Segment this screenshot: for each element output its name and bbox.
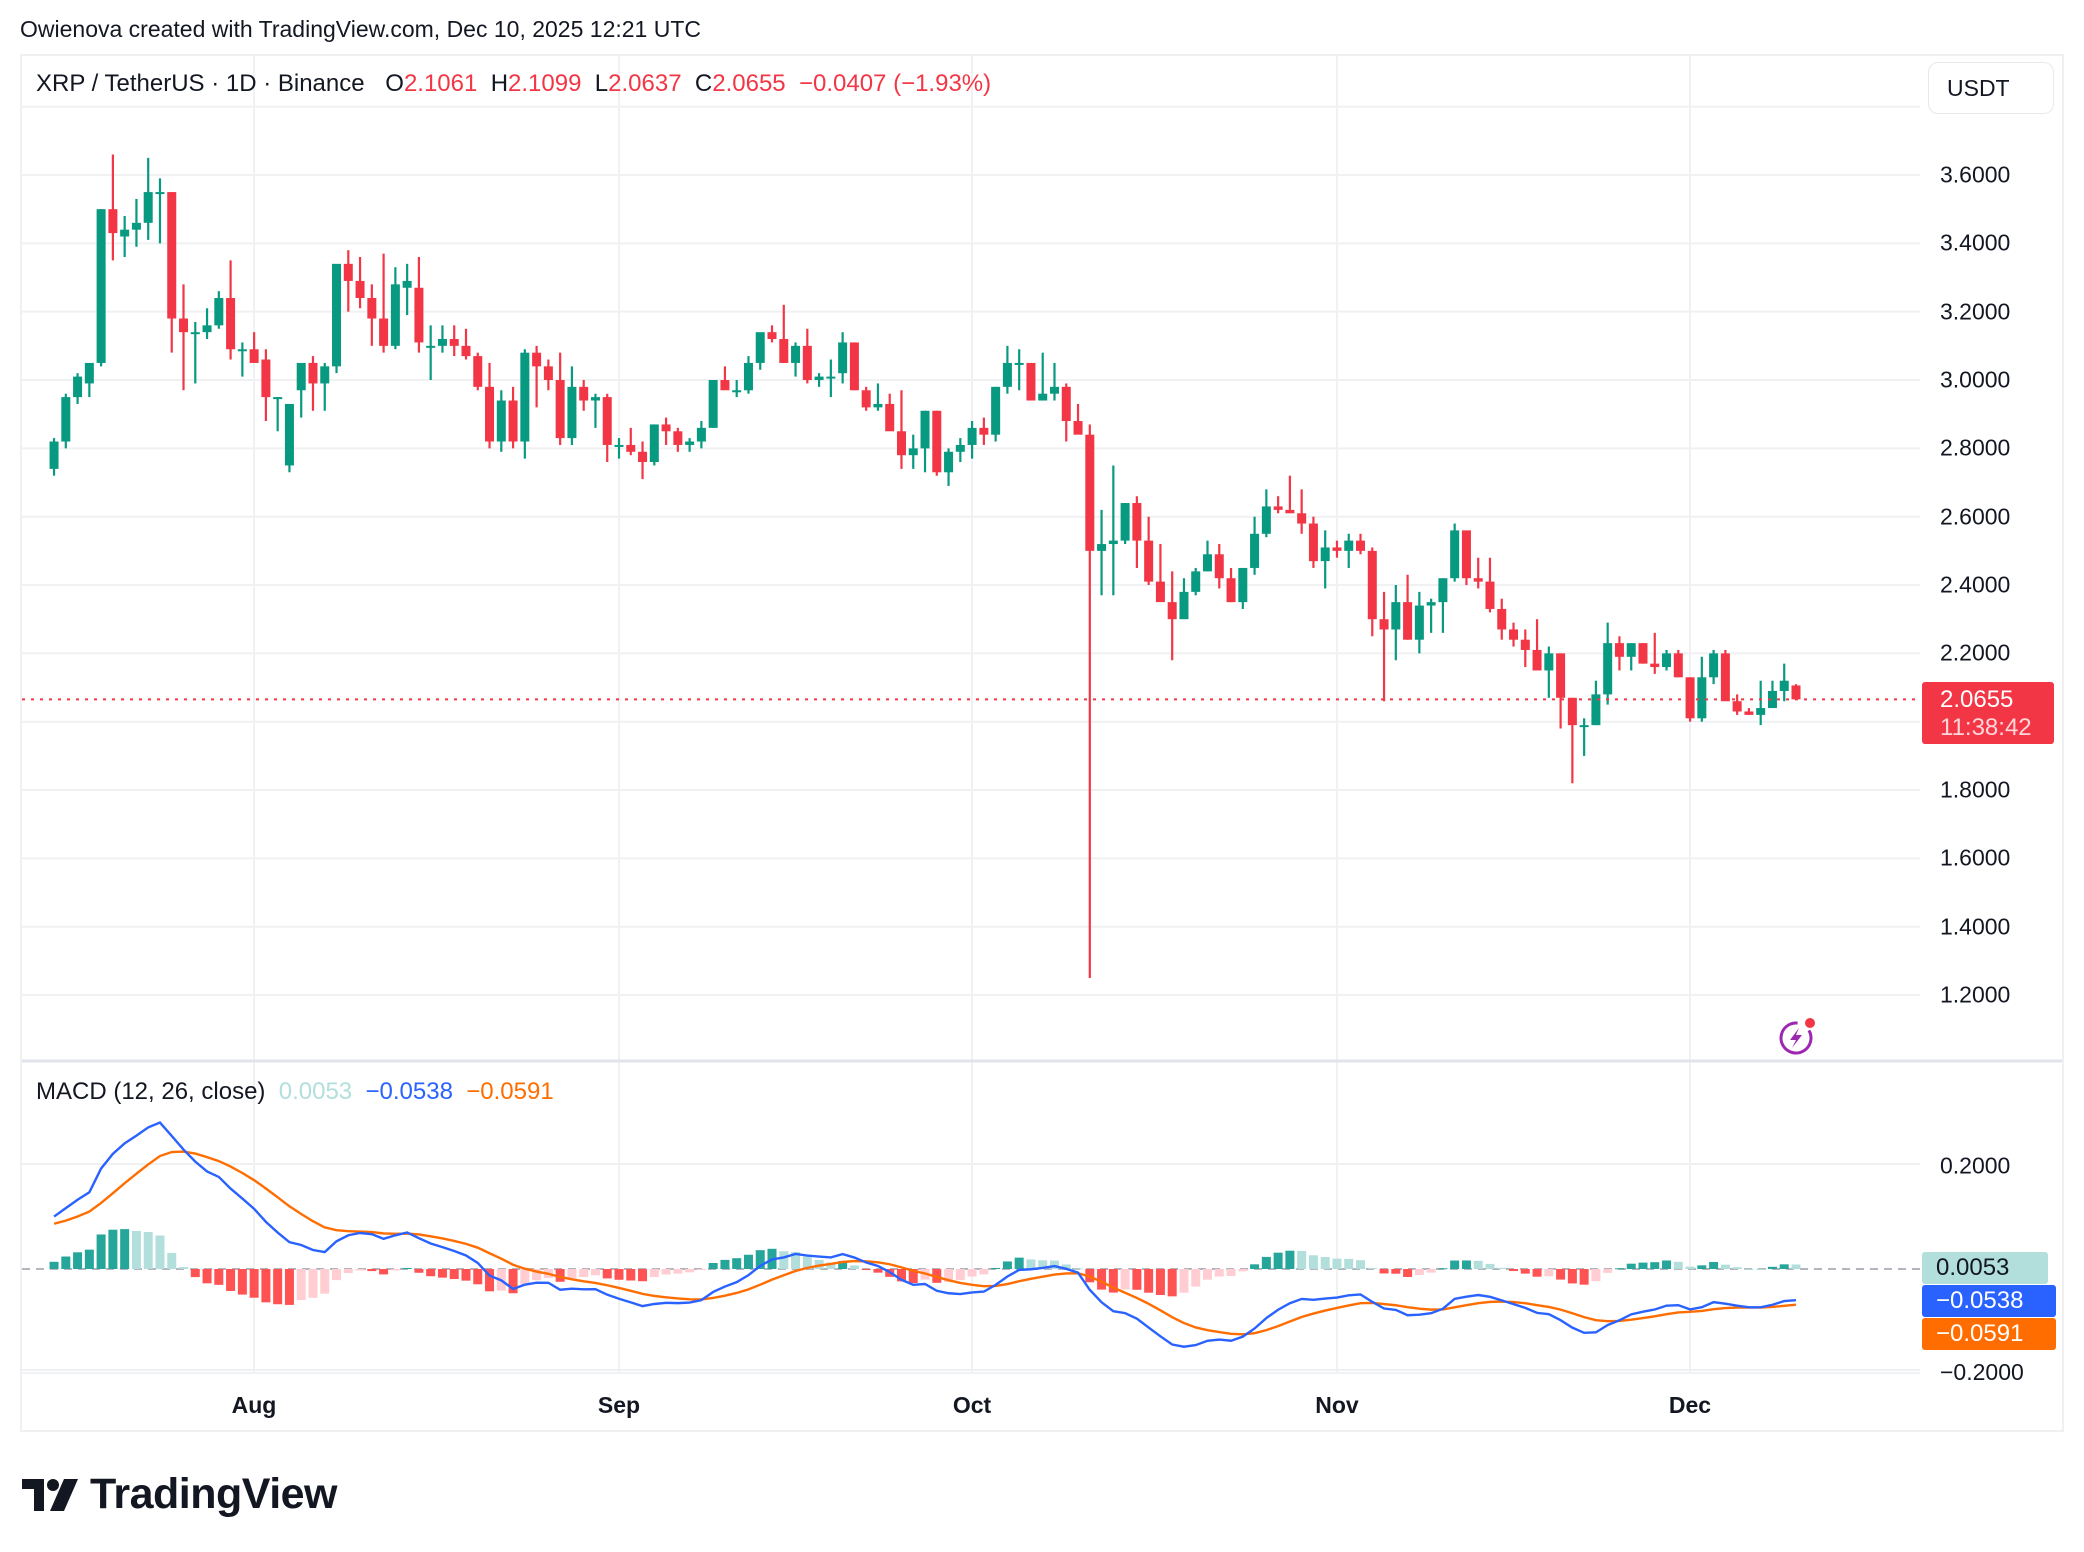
macd-axis-label-top: 0.2000 [1940, 1152, 2011, 1179]
macd-line-tag: −0.0538 [1922, 1285, 2056, 1317]
low-value: 2.0637 [608, 70, 682, 97]
macd-title[interactable]: MACD (12, 26, close) [36, 1078, 266, 1105]
low-label: L [594, 70, 609, 97]
macd-histogram-tag: 0.0053 [1922, 1252, 2048, 1284]
price-axis-label: 2.4000 [1940, 571, 2011, 598]
macd-line-value: −0.0538 [365, 1078, 453, 1105]
macd-axis-label-bottom: −0.2000 [1940, 1358, 2024, 1381]
bar-countdown: 11:38:42 [1940, 714, 2032, 741]
open-label: O [385, 70, 404, 97]
symbol-title[interactable]: XRP / TetherUS · 1D · Binance [36, 70, 365, 97]
price-axis-label: 3.6000 [1940, 161, 2011, 188]
macd-signal-value: −0.0591 [466, 1078, 554, 1105]
macd-histogram-value: 0.0053 [278, 1078, 353, 1105]
symbol-legend: XRP / TetherUS · 1D · Binance O2.1061 H2… [36, 70, 991, 98]
price-axis-label: 2.8000 [1940, 434, 2011, 461]
change-value: −0.0407 (−1.93%) [798, 70, 992, 97]
last-price-tag: 2.0655 11:38:42 [1922, 682, 2054, 744]
tradingview-logo-text: TradingView [90, 1470, 338, 1518]
macd-legend: MACD (12, 26, close) 0.0053 −0.0538 −0.0… [36, 1078, 554, 1106]
tradingview-logo[interactable]: TradingView [22, 1470, 338, 1519]
chart-credit: Owienova created with TradingView.com, D… [20, 16, 701, 42]
price-axis-label: 1.8000 [1940, 776, 2011, 803]
close-label: C [694, 70, 713, 97]
macd-signal-tag: −0.0591 [1922, 1318, 2056, 1350]
close-value: 2.0655 [712, 70, 786, 97]
price-axis-label: 2.2000 [1940, 639, 2011, 666]
high-label: H [490, 70, 509, 97]
price-axis-label: 1.6000 [1940, 844, 2011, 871]
price-axis-label: 2.6000 [1940, 503, 2011, 530]
last-price-value: 2.0655 [1940, 686, 2014, 713]
high-value: 2.1099 [508, 70, 582, 97]
open-value: 2.1061 [403, 70, 478, 97]
time-label-aug: Aug [231, 1392, 277, 1418]
time-label-dec: Dec [1668, 1392, 1712, 1418]
time-label-oct: Oct [952, 1392, 992, 1418]
lightning-icon[interactable] [1776, 1014, 1820, 1058]
price-axis-label: 1.4000 [1940, 913, 2011, 940]
tradingview-logo-icon [22, 1478, 78, 1511]
price-axis-label: 3.2000 [1940, 298, 2011, 325]
price-axis-label: 3.4000 [1940, 229, 2011, 256]
currency-button[interactable]: USDT [1928, 62, 2054, 114]
time-label-nov: Nov [1315, 1392, 1359, 1418]
price-axis-label: 3.0000 [1940, 366, 2011, 393]
time-label-sep: Sep [597, 1392, 641, 1418]
price-axis-label: 1.2000 [1940, 981, 2011, 1008]
chart-frame [20, 54, 2064, 1432]
